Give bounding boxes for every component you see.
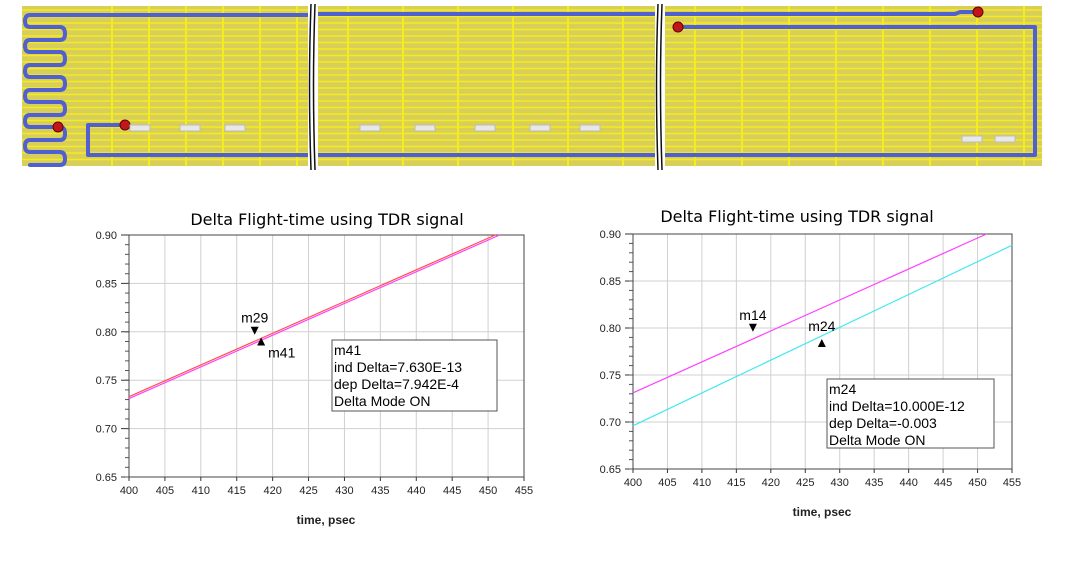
pad (359, 124, 381, 132)
marker-readout-line: dep Delta=-0.003 (829, 415, 937, 431)
y-tick-label: 0.90 (600, 229, 621, 241)
layout-panel (22, 6, 308, 166)
y-tick-label: 0.85 (96, 278, 117, 290)
pad (129, 124, 151, 132)
series-line-2 (632, 244, 1013, 427)
x-axis-label: time, psec (793, 505, 852, 519)
x-tick-label: 415 (228, 485, 246, 497)
marker-down-triangle-icon (748, 323, 757, 332)
marker-label: m41 (268, 344, 295, 360)
x-tick-label: 420 (263, 485, 281, 497)
marker-label: m29 (241, 310, 268, 326)
y-tick-label: 0.75 (96, 375, 117, 387)
y-tick-label: 0.80 (96, 327, 117, 339)
pad (414, 124, 436, 132)
pad (179, 124, 201, 132)
marker-readout-line: ind Delta=10.000E-12 (829, 398, 965, 414)
marker-label: m24 (808, 318, 835, 334)
x-tick-label: 415 (727, 477, 745, 489)
trace (665, 10, 978, 16)
x-tick-label: 445 (443, 485, 461, 497)
x-tick-label: 430 (831, 477, 849, 489)
x-tick-label: 435 (371, 485, 389, 497)
layout-panel (318, 6, 655, 166)
marker-up-triangle-icon (817, 339, 826, 348)
marker-readout-line: ind Delta=7.630E-13 (334, 359, 462, 375)
y-tick-label: 0.90 (96, 230, 117, 242)
x-tick-label: 400 (120, 485, 138, 497)
break-mark (659, 3, 663, 171)
plot-frame (128, 234, 525, 478)
x-tick-label: 405 (156, 485, 174, 497)
x-tick-label: 430 (335, 485, 353, 497)
x-tick-label: 410 (693, 477, 711, 489)
marker-readout-line: m24 (829, 381, 856, 397)
pcb-layout-image (22, 3, 1042, 171)
trace (86, 123, 308, 157)
marker-readout-line: Delta Mode ON (334, 393, 430, 409)
x-axis-label: time, psec (297, 513, 356, 527)
x-tick-label: 455 (515, 485, 533, 497)
marker-readout-box (331, 339, 498, 412)
plot-frame (632, 233, 1013, 470)
marker-readout-line: dep Delta=7.942E-4 (334, 376, 459, 392)
pad (994, 135, 1016, 143)
trace (23, 13, 308, 167)
y-tick-label: 0.80 (600, 323, 621, 335)
chart-title: Delta Flight-time using TDR signal (190, 210, 463, 229)
x-tick-label: 405 (658, 477, 676, 489)
x-tick-label: 450 (968, 477, 986, 489)
break-mark (308, 3, 312, 171)
pad (474, 124, 496, 132)
pad (579, 124, 601, 132)
marker-readout-box (826, 378, 995, 449)
x-tick-label: 445 (934, 477, 952, 489)
series-line-2 (128, 234, 500, 400)
port-icon (972, 6, 984, 18)
x-tick-label: 425 (796, 477, 814, 489)
y-tick-label: 0.70 (96, 424, 117, 436)
x-tick-label: 410 (192, 485, 210, 497)
x-tick-label: 440 (407, 485, 425, 497)
port-icon (672, 21, 684, 33)
y-tick-label: 0.75 (600, 370, 621, 382)
port-icon (52, 121, 64, 133)
trace (665, 25, 1037, 157)
x-tick-label: 455 (1003, 477, 1021, 489)
pad (224, 124, 246, 132)
marker-readout-line: Delta Mode ON (829, 432, 925, 448)
x-tick-label: 400 (624, 477, 642, 489)
break-mark (655, 3, 659, 171)
marker-readout-line: m41 (334, 342, 361, 358)
marker-down-triangle-icon (250, 326, 259, 335)
break-mark (312, 3, 316, 171)
marker-up-triangle-icon (257, 337, 266, 346)
x-tick-label: 450 (479, 485, 497, 497)
x-tick-label: 440 (899, 477, 917, 489)
marker-label: m14 (739, 307, 766, 323)
x-tick-label: 425 (299, 485, 317, 497)
series-line-1 (632, 233, 987, 394)
x-tick-label: 435 (865, 477, 883, 489)
y-tick-label: 0.65 (96, 472, 117, 484)
y-tick-label: 0.70 (600, 417, 621, 429)
pad (961, 135, 983, 143)
x-tick-label: 420 (762, 477, 780, 489)
series-line-1 (128, 234, 496, 398)
y-tick-label: 0.65 (600, 464, 621, 476)
pad (529, 124, 551, 132)
chart-title: Delta Flight-time using TDR signal (660, 207, 933, 226)
y-tick-label: 0.85 (600, 276, 621, 288)
